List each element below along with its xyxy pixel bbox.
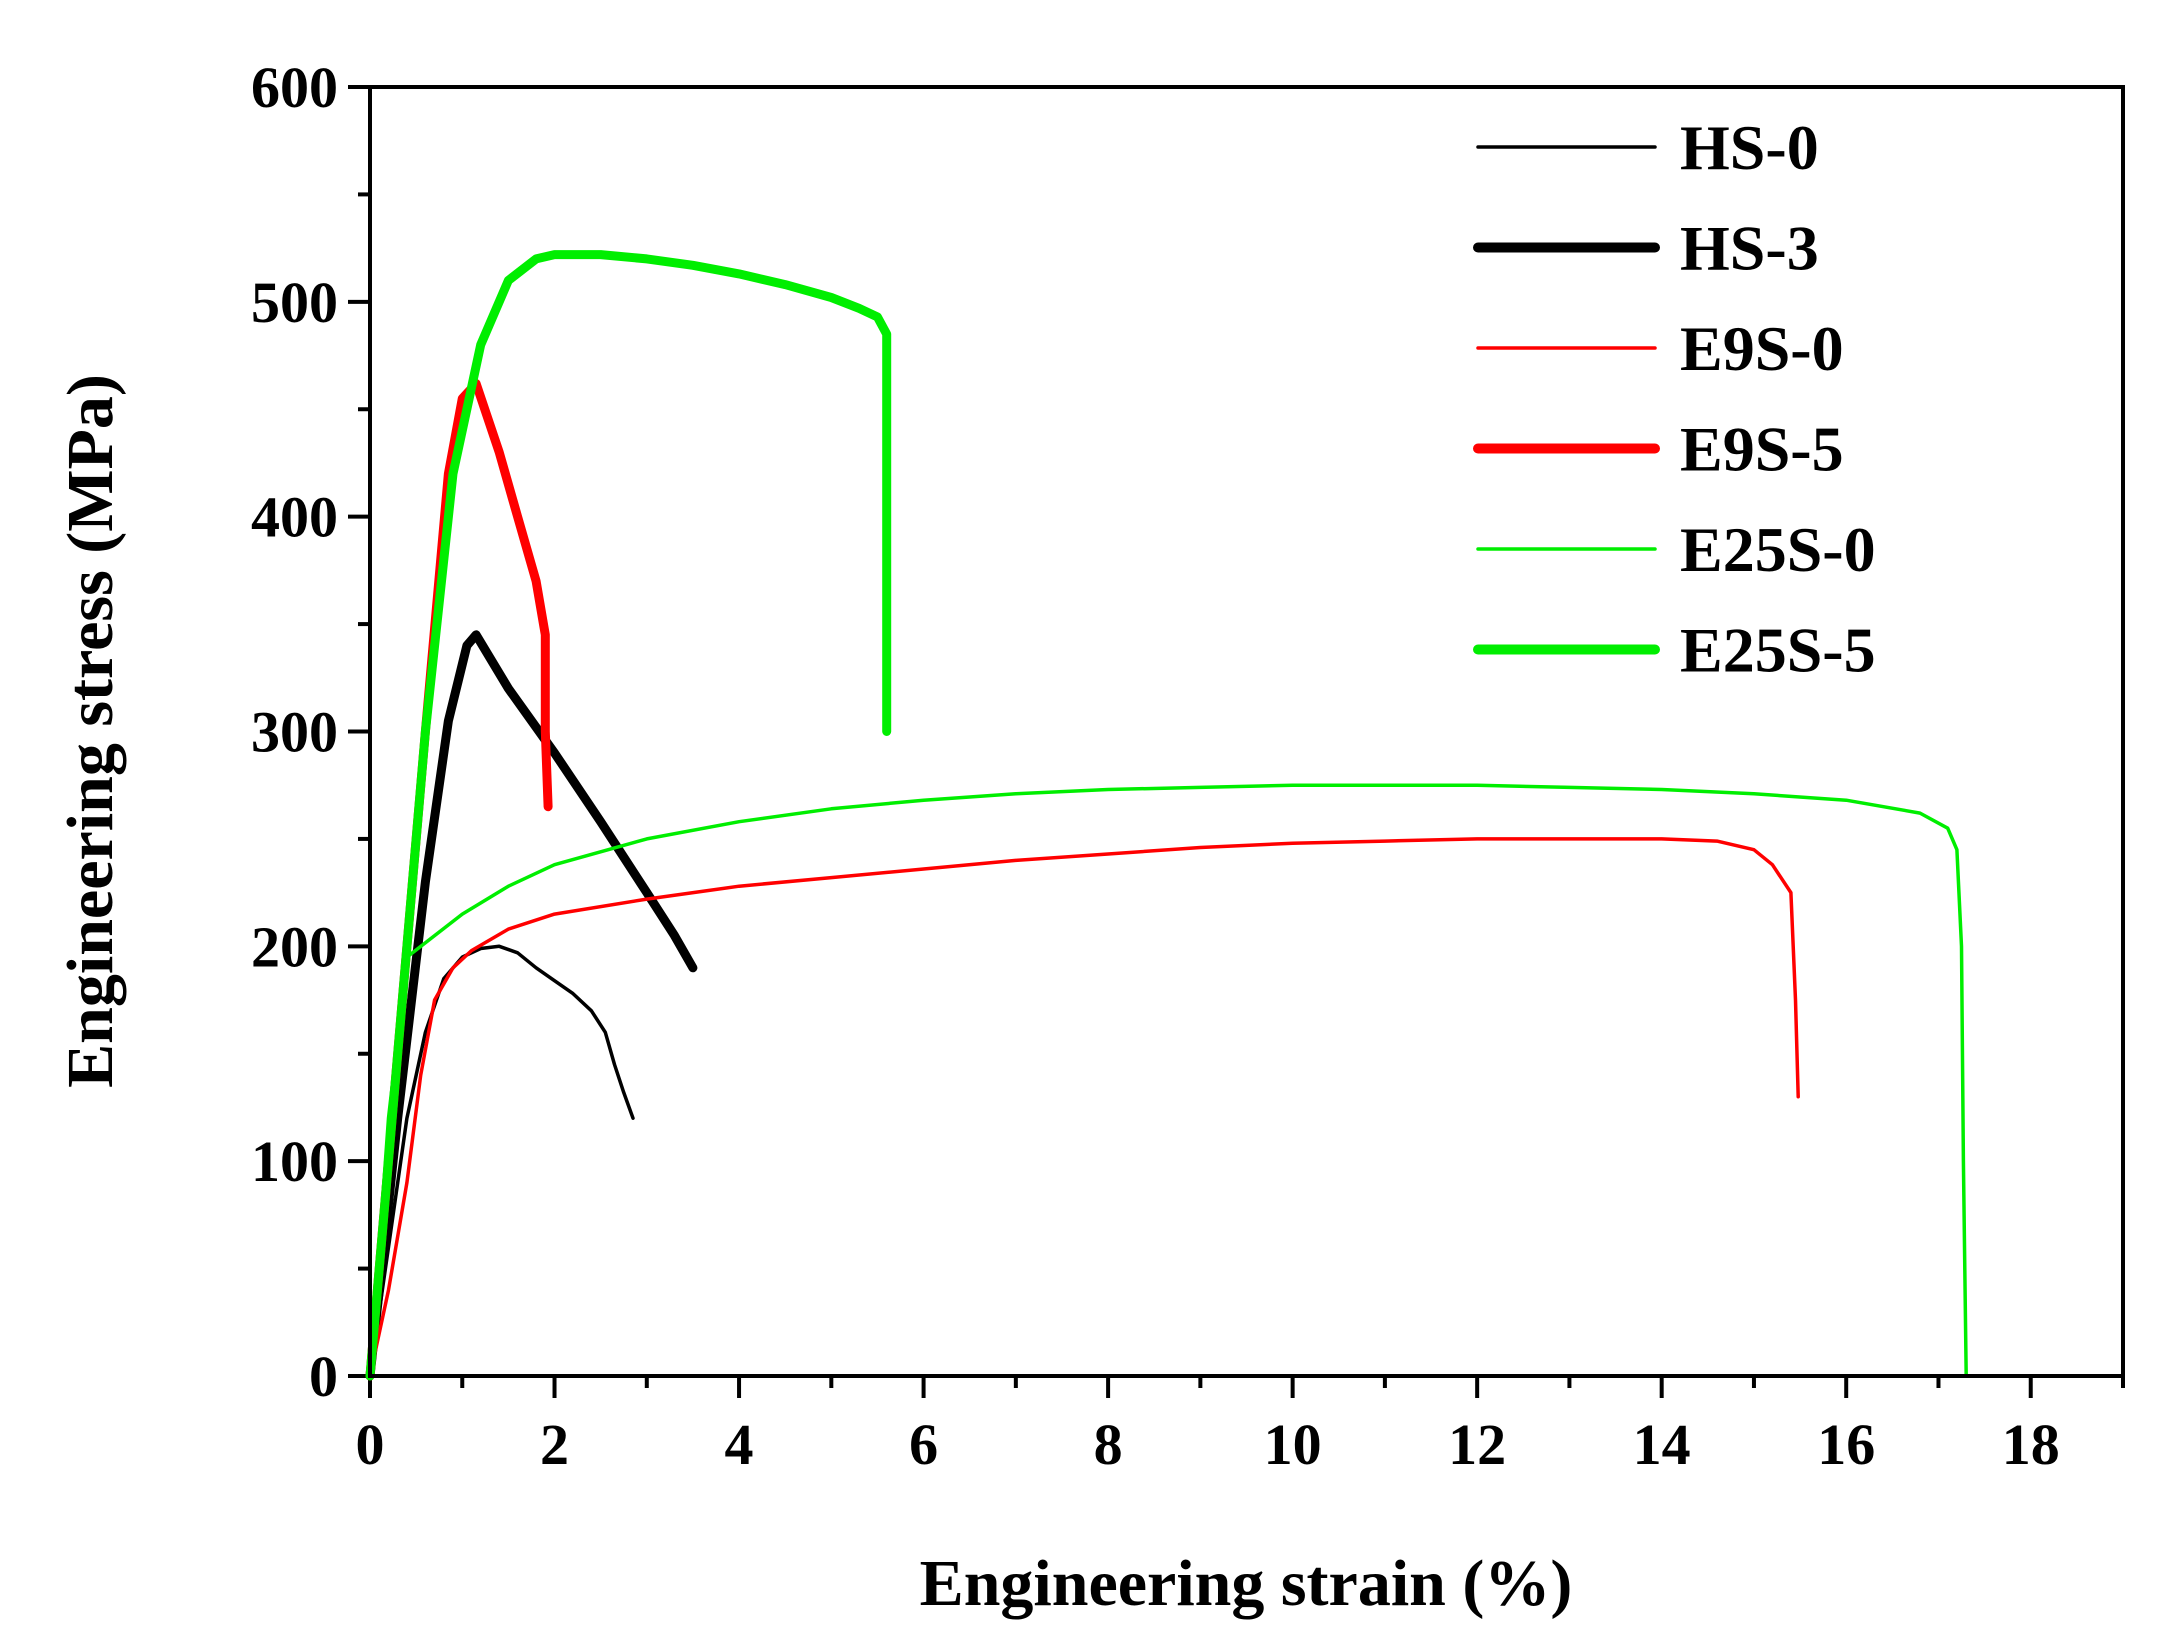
y-tick-label: 200 [251,914,338,979]
series-line-hs-3 [365,630,698,1381]
series-line-hs-0 [368,944,635,1378]
x-tick-label: 18 [2002,1412,2060,1477]
legend-label-e9s-5: E9S-5 [1680,414,1844,485]
y-tick-label: 0 [309,1344,338,1409]
y-tick-label: 600 [251,55,338,120]
legend-label-e25s-5: E25S-5 [1680,615,1876,686]
plot-frame [368,85,2125,1378]
x-tick-label: 16 [1817,1412,1875,1477]
x-tick-label: 10 [1264,1412,1322,1477]
x-tick-label: 14 [1633,1412,1691,1477]
x-tick-label: 4 [725,1412,754,1477]
series-line-e25s-0 [368,783,1968,1378]
y-axis-title: Engineering stress (MPa) [54,374,127,1088]
axis-ticks [348,85,2125,1398]
y-tick-label: 400 [251,485,338,550]
legend: HS-0 HS-3 E9S-0 E9S-5 E25S-0 E25S-5 [1473,112,1876,686]
legend-label-hs-3: HS-3 [1680,213,1819,284]
x-tick-label: 12 [1448,1412,1506,1477]
y-tick-label: 300 [251,700,338,765]
x-tick-label: 8 [1094,1412,1123,1477]
legend-label-e25s-0: E25S-0 [1680,514,1876,585]
legend-label-hs-0: HS-0 [1680,112,1819,183]
x-tick-label: 0 [356,1412,385,1477]
y-tick-label: 100 [251,1129,338,1194]
data-series [365,250,1968,1381]
series-line-e9s-0 [368,837,1800,1378]
y-tick-labels: 0 100 200 300 400 500 600 [251,55,338,1409]
x-tick-labels: 0 2 4 6 8 10 12 14 16 18 [356,1412,2060,1477]
y-tick-label: 500 [251,270,338,335]
x-axis-title: Engineering strain (%) [920,1547,1573,1620]
series-line-e25s-5 [365,250,892,1381]
x-tick-label: 6 [909,1412,938,1477]
legend-label-e9s-0: E9S-0 [1680,313,1844,384]
x-tick-label: 2 [540,1412,569,1477]
